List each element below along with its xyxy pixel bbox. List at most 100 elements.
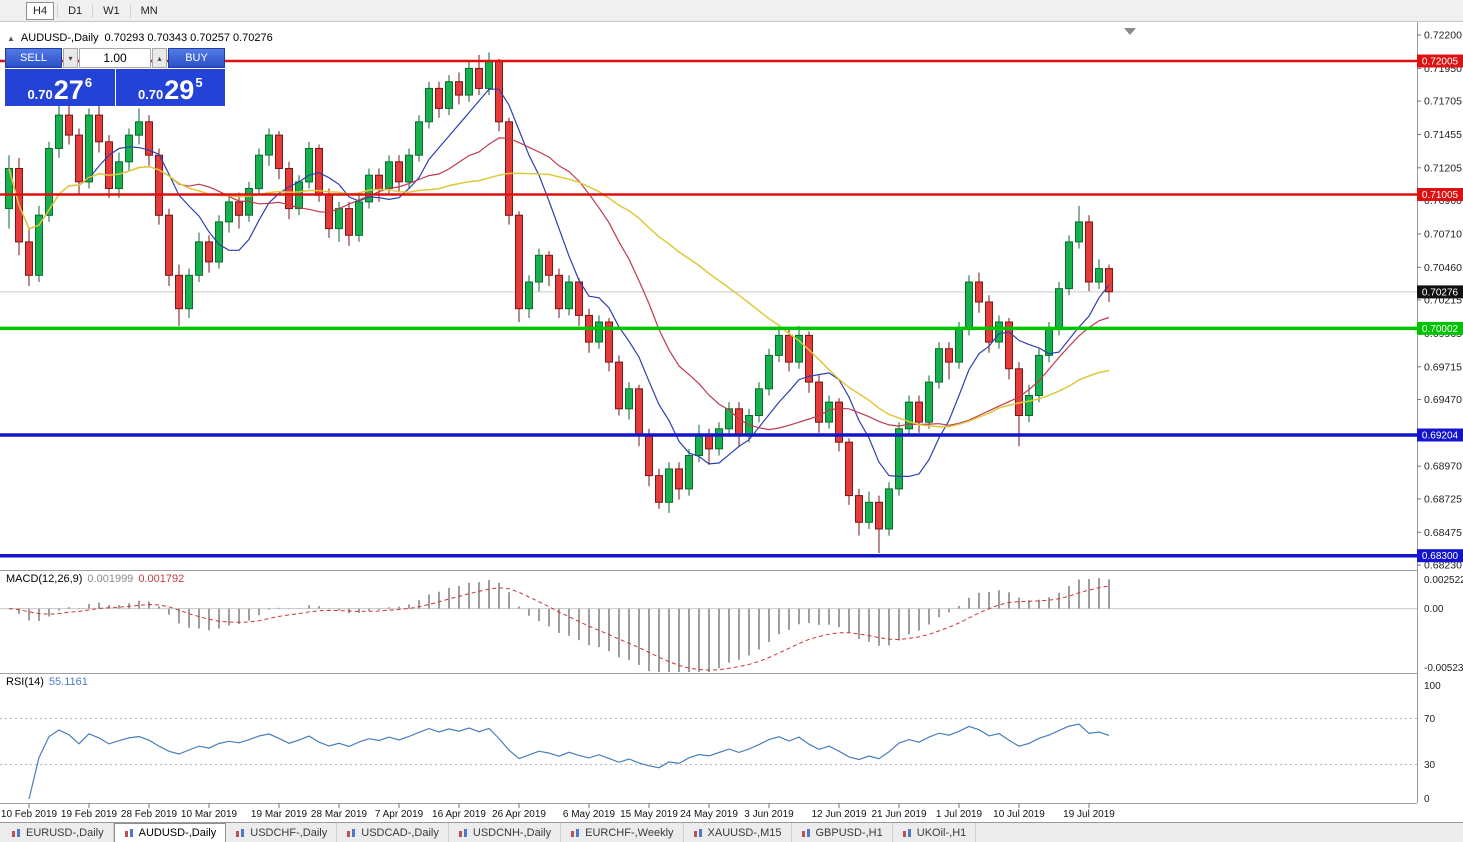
macd-pane	[0, 578, 1417, 672]
toolbar-separator	[92, 3, 94, 18]
buy-price-prefix: 0.70	[137, 87, 164, 102]
tab-usdcad-daily[interactable]: USDCAD-,Daily	[337, 823, 449, 842]
svg-text:3 Jun 2019: 3 Jun 2019	[744, 809, 794, 820]
trade-controls-row: SELL ▾ ▴ BUY	[5, 48, 225, 68]
svg-text:0.002522: 0.002522	[1424, 575, 1463, 586]
tab-usdcnh-daily[interactable]: USDCNH-,Daily	[449, 823, 562, 842]
svg-text:28 Mar 2019: 28 Mar 2019	[311, 809, 368, 820]
timeframe-mn-button[interactable]: MN	[134, 2, 165, 20]
svg-text:0.71205: 0.71205	[1424, 162, 1462, 174]
svg-text:0.70460: 0.70460	[1424, 262, 1462, 274]
svg-text:0.71705: 0.71705	[1424, 96, 1462, 108]
tab-label: AUDUSD-,Daily	[138, 827, 217, 839]
svg-text:0.69470: 0.69470	[1424, 394, 1462, 406]
tab-gbpusd-h1[interactable]: GBPUSD-,H1	[792, 823, 893, 842]
tab-label: USDCHF-,Daily	[250, 826, 328, 839]
svg-text:0.68970: 0.68970	[1424, 461, 1462, 473]
chart-header: ▲ AUDUSD-,Daily 0.70293 0.70343 0.70257 …	[7, 32, 273, 44]
tab-usdchf-daily[interactable]: USDCHF-,Daily	[226, 823, 338, 842]
svg-text:0.71005: 0.71005	[1422, 190, 1459, 201]
chart-tab-icon	[693, 828, 703, 838]
rsi-value: 55.1161	[48, 676, 88, 688]
svg-text:0.71455: 0.71455	[1424, 129, 1462, 141]
date-axis: 10 Feb 2019 19 Feb 2019 28 Feb 2019 10 Mar …	[1, 803, 1115, 820]
rsi-indicator-label: RSI(14) 55.1161	[6, 676, 88, 688]
chart-tab-icon	[902, 828, 912, 838]
tab-label: GBPUSD-,H1	[815, 826, 883, 839]
tab-audusd-daily[interactable]: AUDUSD-,Daily	[113, 823, 227, 842]
svg-text:0.68300: 0.68300	[1422, 551, 1459, 562]
svg-text:16 Apr 2019: 16 Apr 2019	[432, 809, 486, 820]
chart-ohlc-values: 0.70293 0.70343 0.70257 0.70276	[104, 32, 273, 44]
svg-text:24 May 2019: 24 May 2019	[680, 809, 738, 820]
trade-prices-row: 0.70 27 6 0.70 29 5	[5, 69, 225, 106]
svg-text:19 Mar 2019: 19 Mar 2019	[251, 809, 308, 820]
toolbar-separator	[57, 3, 59, 18]
tab-xauusd-m15[interactable]: XAUUSD-,M15	[684, 823, 792, 842]
svg-text:30: 30	[1424, 760, 1436, 771]
ma-lines	[8, 88, 1110, 477]
chart-tab-icon	[458, 828, 468, 838]
timeframe-h4-button[interactable]: H4	[26, 1, 55, 20]
svg-text:26 Apr 2019: 26 Apr 2019	[492, 809, 546, 820]
svg-text:1 Jul 2019: 1 Jul 2019	[936, 809, 983, 820]
chart-symbol-title: AUDUSD-,Daily	[20, 32, 99, 44]
svg-text:70: 70	[1424, 714, 1436, 725]
svg-text:0.72005: 0.72005	[1422, 57, 1459, 68]
level-lines	[0, 59, 1417, 558]
svg-text:0.70710: 0.70710	[1424, 228, 1462, 240]
toolbar-separator	[129, 3, 131, 18]
svg-text:0: 0	[1424, 794, 1430, 805]
tab-ukoil-h1[interactable]: UKOil-,H1	[893, 823, 977, 842]
tab-label: XAUUSD-,M15	[707, 826, 782, 839]
candles-layer	[5, 52, 1113, 553]
svg-text:0.68230: 0.68230	[1424, 560, 1462, 572]
tab-eurusd-daily[interactable]: EURUSD-,Daily	[2, 823, 114, 842]
chart-tab-icon	[235, 828, 245, 838]
svg-text:0.69204: 0.69204	[1422, 431, 1459, 442]
scroll-to-end-marker	[1124, 28, 1136, 35]
tab-label: UKOil-,H1	[916, 826, 967, 839]
svg-text:0.68725: 0.68725	[1424, 493, 1462, 505]
sell-price-display[interactable]: 0.70 27 6	[5, 69, 115, 106]
tab-label: EURUSD-,Daily	[26, 826, 104, 839]
buy-button[interactable]: BUY	[168, 48, 225, 68]
price-axis: 0.722000.719500.717050.714550.712050.709…	[1417, 22, 1463, 822]
volume-input[interactable]	[79, 48, 151, 68]
svg-text:0.70002: 0.70002	[1422, 324, 1459, 335]
chart-tabs-bar: EURUSD-,Daily AUDUSD-,Daily USDCHF-,Dail…	[0, 822, 1463, 842]
chart-tab-icon	[124, 828, 134, 838]
svg-text:6 May 2019: 6 May 2019	[563, 809, 616, 820]
buy-price-point: 5	[195, 75, 203, 90]
chart-tab-icon	[570, 828, 580, 838]
svg-text:15 May 2019: 15 May 2019	[620, 809, 678, 820]
buy-price-display[interactable]: 0.70 29 5	[115, 69, 225, 106]
sell-button[interactable]: SELL	[5, 48, 62, 68]
sell-price-prefix: 0.70	[27, 87, 53, 102]
rsi-name: RSI(14)	[6, 676, 44, 688]
price-chart[interactable]: 0.722000.719500.717050.714550.712050.709…	[0, 22, 1463, 822]
svg-text:10 Feb 2019: 10 Feb 2019	[1, 809, 58, 820]
svg-text:10 Mar 2019: 10 Mar 2019	[181, 809, 238, 820]
svg-text:19 Jul 2019: 19 Jul 2019	[1063, 809, 1115, 820]
sell-price-pips: 27	[53, 74, 84, 105]
macd-indicator-label: MACD(12,26,9) 0.001999 0.001792	[6, 573, 184, 585]
svg-text:0.72200: 0.72200	[1424, 30, 1462, 42]
svg-text:7 Apr 2019: 7 Apr 2019	[375, 809, 424, 820]
tab-eurchf-weekly[interactable]: EURCHF-,Weekly	[561, 823, 684, 842]
macd-name: MACD(12,26,9)	[6, 573, 83, 585]
svg-text:-0.005234: -0.005234	[1424, 663, 1463, 674]
svg-text:19 Feb 2019: 19 Feb 2019	[61, 809, 118, 820]
macd-signal-value: 0.001792	[138, 573, 185, 585]
svg-text:0.70276: 0.70276	[1422, 287, 1459, 298]
chart-tab-icon	[11, 828, 21, 838]
timeframe-d1-button[interactable]: D1	[61, 2, 89, 20]
buy-price-pips: 29	[164, 74, 195, 105]
tab-label: EURCHF-,Weekly	[585, 826, 674, 839]
svg-text:0.00: 0.00	[1424, 604, 1444, 615]
one-click-collapse-icon[interactable]: ▲	[7, 33, 15, 43]
timeframe-w1-button[interactable]: W1	[96, 2, 127, 20]
volume-decrement-button[interactable]: ▾	[63, 48, 78, 68]
volume-increment-button[interactable]: ▴	[152, 48, 167, 68]
